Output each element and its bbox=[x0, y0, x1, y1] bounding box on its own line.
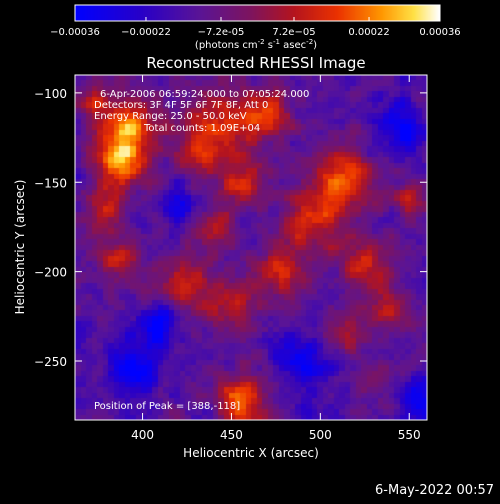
annotation-detectors: Detectors: 3F 4F 5F 6F 7F 8F, Att 0 bbox=[94, 100, 268, 111]
colorbar-tick-label: −0.00022 bbox=[121, 27, 171, 38]
y-axis: −100 −150 −200 −250 bbox=[34, 87, 427, 369]
colorbar: −0.00036 −0.00022 −7.2e-05 7.2e−05 0.00022 0.… bbox=[50, 4, 461, 51]
colorbar-ticks: −0.00036 −0.00022 −7.2e-05 7.2e−05 0.00022 0.… bbox=[50, 17, 461, 38]
x-axis: 400 450 500 550 bbox=[131, 75, 421, 442]
colorbar-gradient bbox=[75, 5, 440, 21]
annotation-counts: Total counts: 1.09E+04 bbox=[143, 123, 260, 134]
annotations: 6-Apr-2006 06:59:24.000 to 07:05:24.000 … bbox=[94, 89, 309, 412]
annotation-time-range: 6-Apr-2006 06:59:24.000 to 07:05:24.000 bbox=[100, 89, 309, 100]
colorbar-tick-label: 0.00022 bbox=[348, 27, 389, 38]
heatmap-image bbox=[75, 75, 427, 420]
x-axis-label: Heliocentric X (arcsec) bbox=[183, 446, 319, 460]
x-tick-label: 400 bbox=[131, 428, 154, 442]
chart-title: Reconstructed RHESSI Image bbox=[146, 54, 365, 72]
date-stamp: 6-May-2022 00:57 bbox=[375, 483, 494, 498]
colorbar-frame bbox=[74, 4, 441, 22]
colorbar-unit-label: (photons cm-2 s-1 asec-2) bbox=[195, 38, 317, 51]
y-tick-label: −150 bbox=[34, 176, 67, 190]
y-axis-label: Heliocentric Y (arcsec) bbox=[13, 180, 27, 315]
x-tick-label: 450 bbox=[220, 428, 243, 442]
colorbar-tick-label: −0.00036 bbox=[50, 27, 100, 38]
colorbar-tick-label: 7.2e−05 bbox=[272, 27, 315, 38]
y-tick-label: −100 bbox=[34, 87, 67, 101]
y-tick-label: −250 bbox=[34, 355, 67, 369]
colorbar-tick-label: 0.00036 bbox=[419, 27, 460, 38]
x-tick-label: 500 bbox=[309, 428, 332, 442]
annotation-peak-position: Position of Peak = [388,-118] bbox=[94, 401, 240, 412]
annotation-energy-range: Energy Range: 25.0 - 50.0 keV bbox=[94, 111, 247, 122]
x-tick-label: 550 bbox=[398, 428, 421, 442]
plot-frame bbox=[74, 74, 428, 421]
colorbar-tick-label: −7.2e-05 bbox=[198, 27, 245, 38]
y-tick-label: −200 bbox=[34, 266, 67, 280]
